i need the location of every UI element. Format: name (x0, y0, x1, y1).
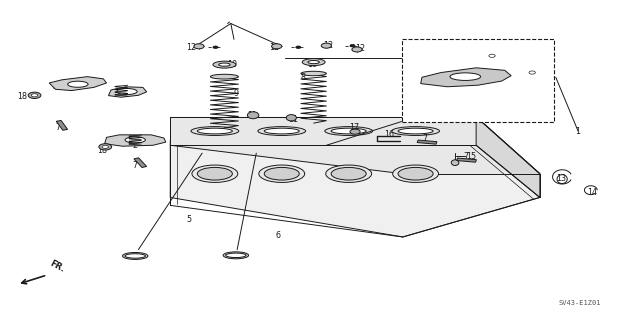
Circle shape (321, 43, 332, 48)
Text: 16: 16 (384, 130, 394, 139)
Ellipse shape (197, 128, 232, 134)
Ellipse shape (301, 71, 326, 76)
Ellipse shape (125, 254, 145, 258)
Circle shape (350, 44, 355, 47)
Polygon shape (49, 77, 106, 91)
Text: SV43-E1Z01: SV43-E1Z01 (559, 300, 602, 306)
Text: 11: 11 (288, 115, 298, 124)
Text: 5: 5 (186, 215, 191, 224)
Circle shape (194, 44, 204, 49)
Circle shape (529, 71, 536, 74)
Polygon shape (476, 117, 540, 197)
Ellipse shape (324, 127, 372, 136)
Text: 14: 14 (588, 188, 598, 197)
Circle shape (31, 94, 38, 97)
Circle shape (489, 54, 495, 57)
Ellipse shape (326, 165, 372, 182)
Ellipse shape (258, 127, 306, 136)
Ellipse shape (259, 165, 305, 182)
Ellipse shape (286, 115, 296, 121)
Ellipse shape (247, 112, 259, 119)
Text: 18: 18 (483, 54, 493, 63)
Polygon shape (170, 141, 540, 237)
Circle shape (213, 46, 218, 48)
Ellipse shape (191, 127, 239, 136)
Circle shape (28, 92, 41, 99)
Text: 18: 18 (17, 92, 28, 101)
Text: 18: 18 (97, 145, 107, 154)
Circle shape (271, 44, 282, 49)
Ellipse shape (116, 88, 137, 94)
Circle shape (350, 129, 360, 134)
Polygon shape (420, 68, 511, 87)
Text: 1: 1 (575, 127, 580, 136)
Circle shape (102, 145, 108, 148)
Ellipse shape (398, 167, 433, 180)
Ellipse shape (122, 252, 148, 259)
Text: 15: 15 (467, 152, 477, 161)
Ellipse shape (331, 128, 366, 134)
Ellipse shape (213, 61, 236, 68)
Text: FR.: FR. (48, 259, 66, 274)
Text: 10: 10 (228, 60, 237, 69)
Circle shape (296, 46, 301, 48)
Ellipse shape (451, 160, 459, 166)
Text: 17: 17 (349, 123, 359, 132)
Circle shape (526, 69, 539, 76)
Ellipse shape (223, 252, 248, 259)
Ellipse shape (392, 127, 440, 136)
Text: 9: 9 (234, 89, 239, 98)
Ellipse shape (197, 167, 232, 180)
Text: 7: 7 (422, 134, 427, 144)
Ellipse shape (264, 167, 300, 180)
Ellipse shape (68, 81, 88, 87)
Ellipse shape (450, 73, 481, 80)
Ellipse shape (308, 61, 319, 64)
Bar (134, 158, 147, 167)
Ellipse shape (226, 253, 246, 257)
Bar (417, 140, 437, 144)
Ellipse shape (219, 63, 230, 66)
Polygon shape (104, 135, 166, 146)
Text: 8: 8 (301, 73, 306, 82)
Bar (56, 121, 68, 130)
Text: 3: 3 (52, 82, 58, 91)
Bar (457, 158, 476, 162)
Ellipse shape (331, 167, 366, 180)
Ellipse shape (393, 165, 438, 182)
Text: 10: 10 (307, 60, 317, 69)
Text: 7: 7 (56, 123, 61, 132)
Ellipse shape (302, 59, 325, 66)
Polygon shape (170, 117, 540, 174)
Circle shape (352, 47, 362, 52)
Text: 2: 2 (132, 141, 137, 150)
Text: 11: 11 (246, 111, 257, 120)
Polygon shape (108, 87, 147, 97)
Text: 6: 6 (275, 231, 280, 240)
Text: 18: 18 (524, 70, 534, 78)
Ellipse shape (264, 128, 300, 134)
Ellipse shape (125, 137, 145, 143)
Bar (401, 39, 554, 122)
Text: 13: 13 (556, 174, 566, 183)
Ellipse shape (192, 165, 238, 182)
Text: 12: 12 (323, 41, 333, 50)
Ellipse shape (211, 74, 239, 79)
Circle shape (486, 53, 499, 59)
Text: 12: 12 (186, 43, 196, 52)
Text: 12: 12 (355, 44, 365, 53)
Text: 4: 4 (113, 90, 118, 99)
Text: 7: 7 (132, 161, 137, 170)
Circle shape (99, 144, 111, 150)
Text: 7: 7 (463, 152, 468, 161)
Ellipse shape (398, 128, 433, 134)
Text: 12: 12 (269, 43, 279, 52)
